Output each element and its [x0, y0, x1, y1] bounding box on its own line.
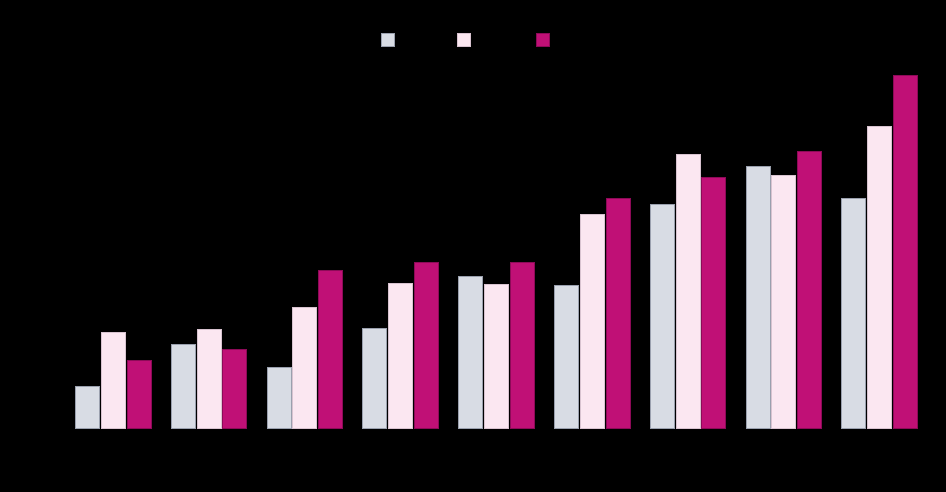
bar-group1-series1	[75, 386, 100, 429]
bar-group8-series1	[746, 166, 771, 429]
bar-group4-series1	[362, 328, 387, 429]
bar-group6-series2	[580, 214, 605, 429]
bar-group2-series1	[171, 344, 196, 429]
bar-group1-series2	[101, 332, 126, 429]
bar-group7-series2	[676, 154, 701, 429]
bar-group8-series3	[797, 151, 822, 429]
legend-swatch-series-1	[381, 33, 395, 47]
bar-group9-series2	[867, 126, 892, 429]
bar-group3-series3	[318, 270, 343, 429]
bar-group5-series3	[510, 262, 535, 429]
bar-group9-series3	[893, 75, 918, 429]
bar-group2-series2	[197, 329, 222, 429]
bar-group6-series1	[554, 285, 579, 429]
bar-group6-series3	[606, 198, 631, 429]
bar-group3-series2	[292, 307, 317, 429]
bar-group4-series2	[388, 283, 413, 429]
bar-group7-series1	[650, 204, 675, 429]
legend-swatch-series-2	[457, 33, 471, 47]
legend-swatch-series-3	[536, 33, 550, 47]
bar-group3-series1	[267, 367, 292, 429]
bar-group5-series2	[484, 284, 509, 429]
bar-group7-series3	[701, 177, 726, 429]
legend	[0, 0, 946, 60]
bar-group8-series2	[771, 175, 796, 429]
bar-group1-series3	[127, 360, 152, 429]
bar-group5-series1	[458, 276, 483, 429]
bar-group9-series1	[841, 198, 866, 429]
bar-group2-series3	[222, 349, 247, 429]
bar-group4-series3	[414, 262, 439, 429]
